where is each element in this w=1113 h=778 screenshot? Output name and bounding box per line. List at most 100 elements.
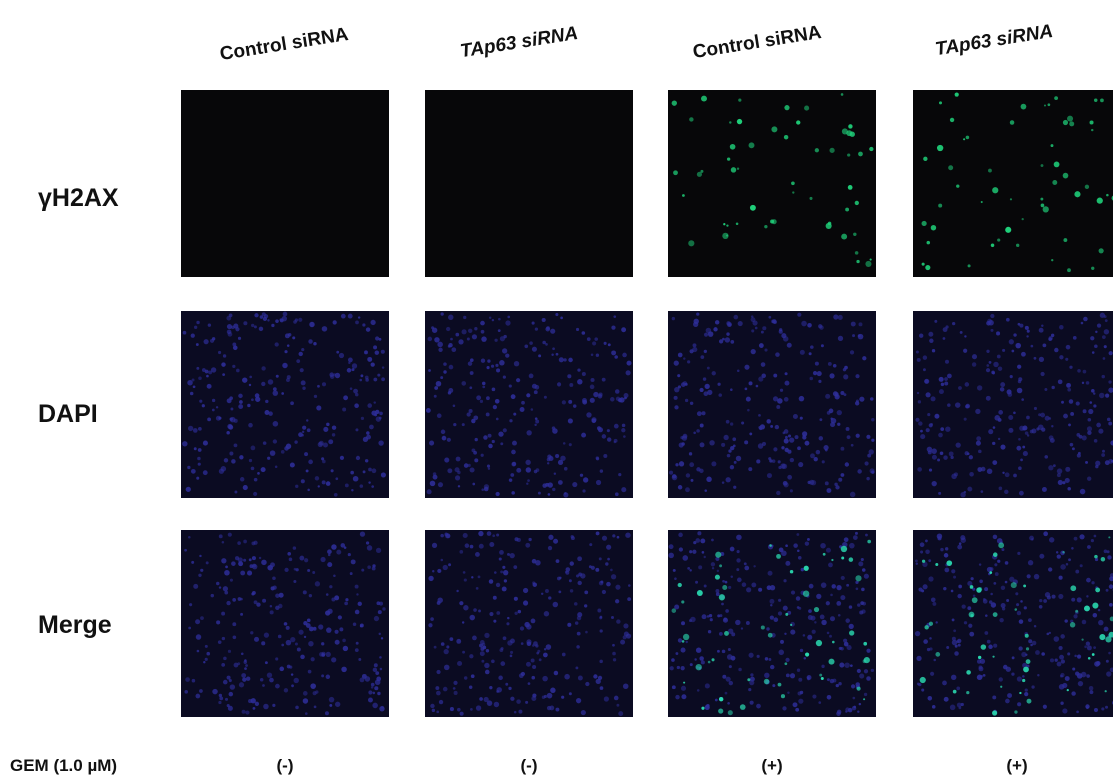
nucleus [544, 611, 549, 616]
nucleus [738, 668, 742, 672]
nucleus [306, 623, 311, 628]
nucleus [716, 592, 720, 596]
nucleus [287, 344, 290, 347]
nucleus [1104, 329, 1109, 334]
nucleus [434, 386, 438, 390]
nucleus [729, 665, 732, 668]
foci [968, 264, 971, 267]
nucleus [245, 664, 248, 667]
nucleus [499, 360, 504, 365]
nucleus [207, 417, 211, 421]
nucleus [719, 632, 723, 636]
nucleus [819, 418, 822, 421]
nucleus [1057, 662, 1062, 667]
treatment-value: (+) [761, 756, 782, 775]
nucleus [1057, 554, 1061, 558]
nucleus [742, 582, 747, 587]
nucleus [923, 355, 927, 359]
nucleus [502, 566, 505, 569]
nucleus [511, 491, 515, 495]
nucleus [270, 450, 276, 456]
nucleus [976, 436, 981, 441]
nucleus [862, 568, 866, 572]
nucleus [944, 697, 949, 702]
nucleus [1108, 422, 1112, 426]
nucleus [212, 689, 217, 694]
nucleus [544, 396, 547, 399]
nucleus [186, 487, 191, 492]
nucleus [275, 606, 279, 610]
nucleus [1086, 381, 1090, 385]
nucleus [307, 569, 310, 572]
nucleus [471, 576, 473, 578]
nucleus [773, 374, 777, 378]
nucleus [778, 466, 781, 469]
nucleus [861, 558, 864, 561]
nucleus [614, 441, 617, 444]
nucleus [866, 649, 870, 653]
nucleus [679, 547, 683, 551]
nucleus [523, 600, 528, 605]
nucleus [999, 487, 1003, 491]
nucleus [320, 557, 325, 562]
nucleus [561, 696, 564, 699]
nucleus [924, 379, 929, 384]
nucleus [437, 342, 443, 348]
nucleus [1018, 377, 1022, 381]
nucleus [326, 481, 331, 486]
nucleus [818, 380, 821, 383]
nucleus [228, 533, 232, 537]
foci [966, 136, 970, 140]
nucleus [436, 381, 442, 387]
nucleus [534, 424, 536, 426]
nucleus [453, 423, 456, 426]
nucleus [1027, 574, 1031, 578]
nucleus [797, 313, 801, 317]
nucleus [462, 621, 464, 623]
nucleus [778, 611, 782, 615]
nucleus [569, 692, 572, 695]
nucleus [1025, 326, 1029, 330]
nucleus [428, 337, 433, 342]
nucleus [845, 618, 850, 623]
nucleus [379, 417, 382, 420]
nucleus [472, 483, 475, 486]
nucleus [730, 422, 733, 425]
nucleus [341, 543, 346, 548]
nucleus [590, 385, 595, 390]
nucleus [300, 368, 304, 372]
nucleus [921, 589, 924, 592]
nucleus [426, 408, 431, 413]
nucleus [932, 602, 936, 606]
nucleus [510, 651, 513, 654]
nucleus [836, 601, 841, 606]
foci [1067, 689, 1069, 691]
nucleus [817, 371, 822, 376]
nucleus [1067, 652, 1070, 655]
nucleus [871, 669, 874, 672]
nucleus [689, 452, 692, 455]
nucleus [1059, 576, 1063, 580]
nucleus [564, 467, 568, 471]
nucleus [730, 388, 733, 391]
nucleus [270, 605, 272, 607]
nucleus [585, 631, 588, 634]
nucleus [222, 373, 225, 376]
nucleus [1017, 702, 1021, 706]
nucleus [429, 441, 434, 446]
nucleus [715, 699, 718, 702]
nucleus [1076, 433, 1080, 437]
nucleus [1087, 476, 1091, 480]
nucleus [330, 374, 335, 379]
nucleus [503, 428, 507, 432]
nucleus [826, 488, 831, 493]
nucleus [838, 478, 842, 482]
nucleus [1001, 548, 1004, 551]
nucleus [926, 428, 930, 432]
nucleus [1109, 351, 1113, 355]
nucleus [928, 576, 933, 581]
nucleus [325, 610, 330, 615]
nucleus [252, 556, 256, 560]
nucleus [1059, 684, 1065, 690]
nucleus [727, 702, 730, 705]
